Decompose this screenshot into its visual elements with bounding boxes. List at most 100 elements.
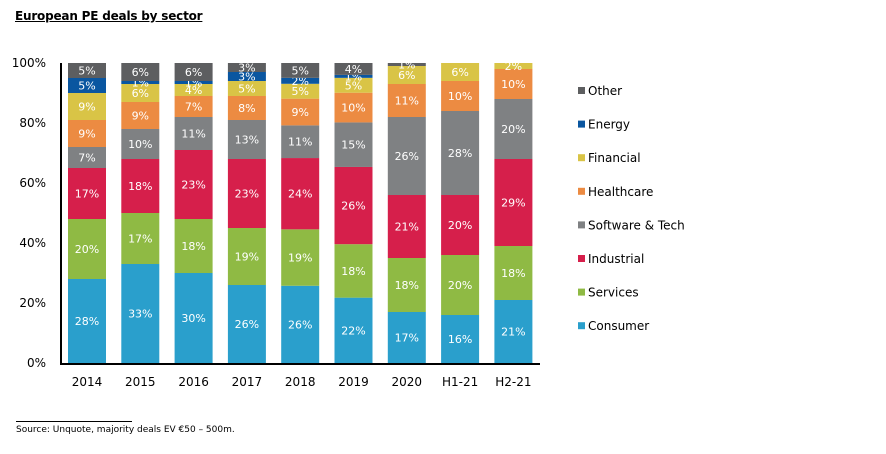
bar-segment-services	[494, 246, 533, 300]
data-label: 26%	[395, 150, 419, 163]
data-label: 17%	[75, 188, 99, 201]
bar-segment-energy	[68, 78, 106, 93]
bar-segment-services	[281, 229, 320, 286]
bar-segment-energy	[334, 74, 373, 78]
bar-segment-industrial	[441, 195, 480, 255]
bar-segment-other	[174, 63, 213, 81]
legend-swatch	[578, 187, 585, 195]
legend-label: Industrial	[588, 252, 644, 266]
bar-segment-healthcare	[68, 120, 106, 147]
legend-item: Other	[578, 84, 622, 98]
data-label: 5%	[78, 65, 95, 78]
legend-label: Software & Tech	[588, 218, 685, 232]
legend-swatch	[578, 288, 585, 296]
bar-segment-industrial	[174, 150, 213, 219]
bar-segment-consumer	[121, 264, 160, 363]
bar-stack-2020: 17% 18% 21% 26% 11% 6%1%	[387, 59, 426, 363]
bar-stack-2018: 26% 19% 24% 11% 9% 5%2%5%	[281, 63, 320, 363]
bar-segment-healthcare	[121, 102, 160, 129]
bars: 28%20%17%7%9%9%5%5%33%17%18%10%9%6%1%6%3…	[68, 59, 533, 363]
bar-segment-financial	[227, 81, 266, 96]
source-note: Source: Unquote, majority deals EV €50 –…	[16, 425, 235, 435]
bar-segment-other	[68, 63, 106, 78]
data-label: 5%	[78, 80, 95, 93]
data-label: 9%	[78, 128, 95, 141]
bar-segment-services	[121, 213, 160, 264]
data-label: 6%	[451, 66, 468, 79]
bar-segment-consumer	[494, 300, 533, 363]
x-tick-label: 2014	[72, 375, 103, 389]
x-tick-label: H2-21	[495, 375, 531, 389]
data-label: 4%	[185, 84, 202, 97]
data-label: 9%	[132, 110, 149, 123]
data-label: 18%	[181, 240, 205, 253]
data-label: 26%	[341, 200, 365, 213]
bar-segment-financial	[68, 93, 106, 120]
legend-item: Healthcare	[578, 185, 653, 199]
data-label: 33%	[128, 308, 152, 321]
bar-segment-energy	[174, 81, 213, 84]
data-label: 24%	[288, 188, 312, 201]
bar-segment-services	[441, 255, 480, 315]
legend-label: Services	[588, 286, 639, 300]
bar-segment-consumer	[334, 297, 373, 363]
data-label: 28%	[448, 147, 472, 160]
bar-segment-industrial	[121, 159, 160, 213]
bar-stack-2016: 30%18%23%11%7%4%1%6%	[174, 63, 213, 363]
bar-segment-healthcare	[227, 96, 266, 120]
data-label: 13%	[235, 134, 259, 147]
data-label: 19%	[235, 251, 259, 264]
bar-segment-software-tech	[441, 111, 480, 195]
bar-segment-services	[387, 258, 426, 312]
bar-segment-other	[227, 63, 266, 72]
data-label: 18%	[501, 267, 525, 280]
data-label: 17%	[395, 332, 419, 345]
legend-swatch	[578, 255, 585, 262]
data-label: 8%	[238, 102, 255, 115]
bar-segment-consumer	[387, 312, 426, 363]
data-label: 7%	[78, 152, 95, 165]
data-label: 3%	[238, 62, 255, 75]
bar-segment-industrial	[227, 159, 266, 228]
data-label: 30%	[181, 312, 205, 325]
bar-segment-services	[68, 219, 106, 279]
bar-segment-consumer	[441, 315, 480, 363]
bar-segment-software-tech	[494, 99, 533, 159]
bar-segment-financial	[281, 83, 320, 99]
bar-segment-industrial	[387, 195, 426, 258]
data-label: 18%	[128, 180, 152, 193]
x-tick-label: 2019	[338, 375, 369, 389]
bar-segment-industrial	[281, 158, 320, 230]
data-label: 18%	[341, 265, 365, 278]
data-label: 21%	[395, 221, 419, 234]
y-tick-label: 100%	[12, 56, 46, 70]
legend-swatch	[578, 154, 585, 162]
bar-segment-financial	[441, 63, 480, 81]
bar-segment-financial	[387, 66, 426, 84]
bar-segment-consumer	[281, 285, 320, 363]
legend-item: Industrial	[578, 252, 644, 266]
bar-segment-industrial	[68, 168, 106, 219]
data-label: 20%	[75, 243, 99, 256]
bar-segment-financial	[174, 84, 213, 96]
data-label: 21%	[501, 326, 525, 339]
data-label: 1%	[398, 59, 415, 72]
source-divider	[16, 421, 132, 422]
chart-title: European PE deals by sector	[15, 9, 203, 23]
bar-segment-software-tech	[121, 129, 160, 159]
data-label: 6%	[398, 69, 415, 82]
axes	[60, 63, 540, 365]
y-tick-label: 80%	[19, 116, 46, 130]
y-tick-label: 60%	[19, 176, 46, 190]
bar-segment-consumer	[227, 285, 266, 363]
bar-segment-consumer	[174, 273, 213, 363]
data-label: 10%	[341, 102, 365, 115]
bar-segment-software-tech	[281, 125, 320, 159]
data-label: 17%	[128, 233, 152, 246]
data-label: 2%	[291, 75, 308, 88]
legend-label: Energy	[588, 118, 630, 132]
y-tick-label: 20%	[19, 296, 46, 310]
data-label: 20%	[448, 279, 472, 292]
data-label: 22%	[341, 324, 365, 337]
